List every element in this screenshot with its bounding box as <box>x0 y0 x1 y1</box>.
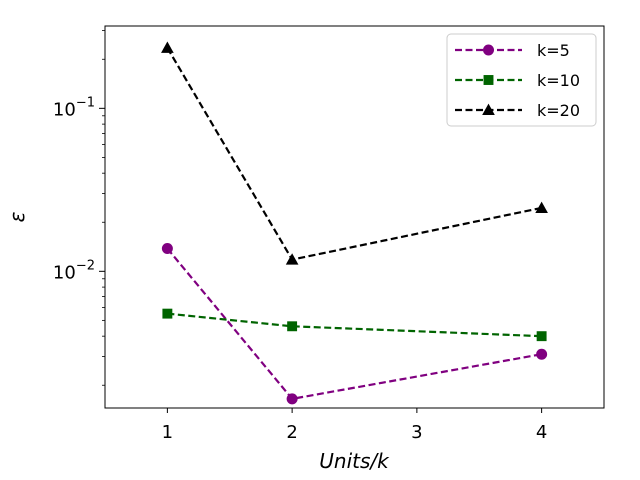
data-point <box>482 103 495 116</box>
legend-label: k=5 <box>537 41 570 60</box>
data-point <box>285 253 299 265</box>
plot-frame <box>104 25 605 409</box>
data-point <box>483 75 494 85</box>
x-tick-label: 1 <box>162 422 173 443</box>
legend-item-k=5: k=5 <box>455 41 570 60</box>
data-point <box>536 348 548 360</box>
x-tick-label: 2 <box>286 422 297 443</box>
data-point <box>161 243 173 255</box>
series-layer <box>161 41 548 405</box>
y-tick-label: 10−2 <box>53 258 95 283</box>
y-axis-label: ε <box>5 211 29 222</box>
x-axis-label: Units/k <box>319 449 390 473</box>
series-line <box>166 247 542 401</box>
data-point <box>161 41 174 53</box>
x-tick-label: 4 <box>536 422 547 443</box>
legend-label: k=20 <box>537 101 580 120</box>
data-point <box>162 308 173 319</box>
legend: k=5 k=10 k=20 <box>446 33 597 127</box>
data-point <box>483 44 494 56</box>
data-point <box>287 321 298 332</box>
legend-label: k=10 <box>537 71 580 90</box>
series-k=20 <box>161 41 548 265</box>
data-point <box>535 201 548 213</box>
x-tick-label: 3 <box>411 422 422 443</box>
legend-item-k=20: k=20 <box>455 101 580 120</box>
data-point <box>286 393 298 405</box>
y-tick-label: 10−1 <box>53 95 95 120</box>
data-point <box>536 331 547 342</box>
series-k=5 <box>161 243 548 405</box>
legend-item-k=10: k=10 <box>455 71 580 90</box>
x-axis: 1 2 3 4 <box>162 408 547 443</box>
series-k=10 <box>162 308 547 342</box>
y-axis: 10−2 10−1 <box>53 30 105 386</box>
